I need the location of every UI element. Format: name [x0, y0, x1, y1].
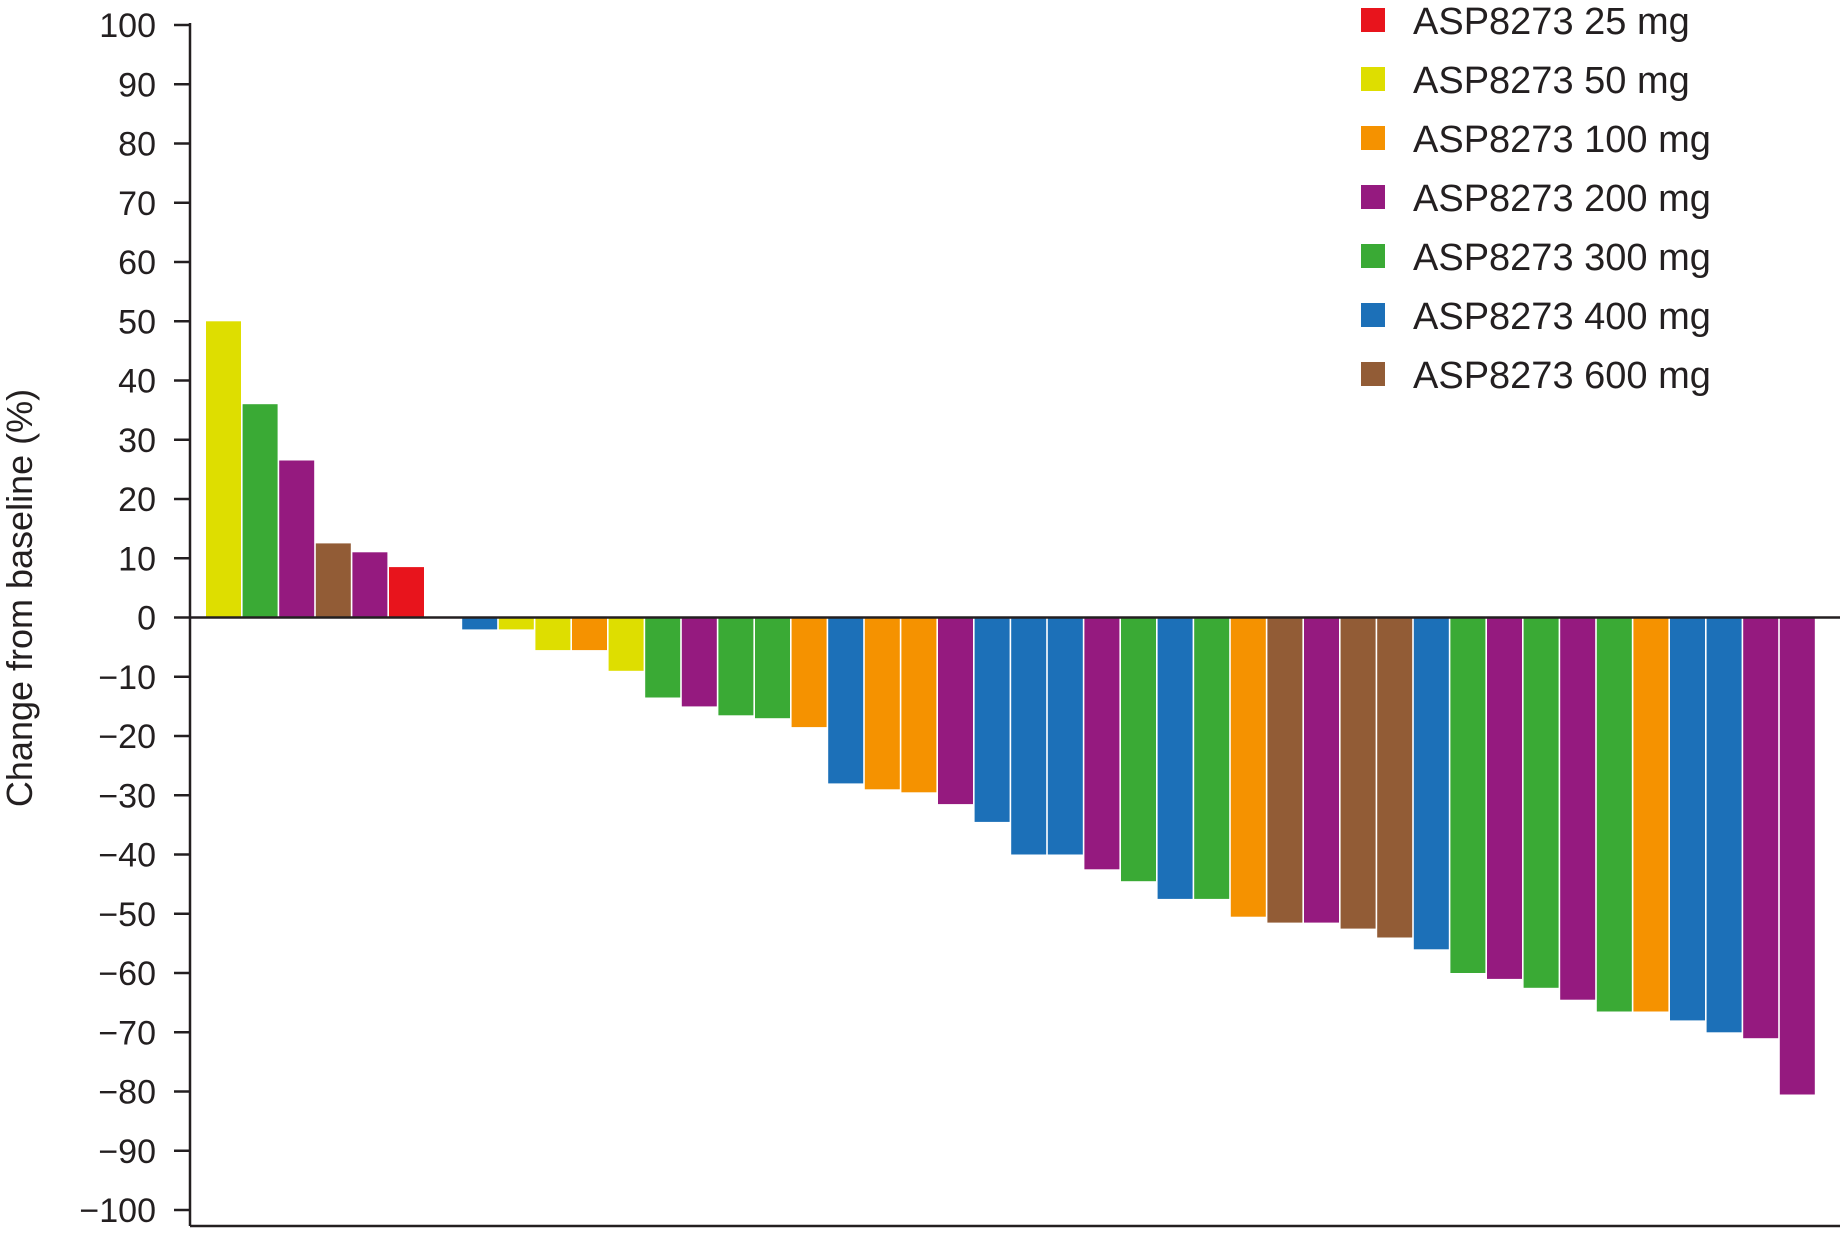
legend-swatch	[1361, 185, 1385, 209]
legend-item: ASP8273 25 mg	[1361, 1, 1690, 43]
legend-swatch	[1361, 8, 1385, 32]
bar	[1633, 617, 1669, 1012]
legend-item: ASP8273 50 mg	[1361, 60, 1690, 102]
bar	[1121, 617, 1156, 882]
bar	[864, 617, 900, 790]
bar	[1596, 617, 1632, 1012]
bar	[315, 543, 351, 618]
bar	[462, 617, 498, 630]
bar	[1377, 617, 1413, 938]
bar	[1011, 617, 1047, 855]
y-tick-label: 80	[118, 126, 156, 164]
bar	[608, 617, 644, 671]
bar	[681, 617, 717, 707]
y-tick-label: −50	[98, 896, 156, 934]
bar	[645, 617, 681, 698]
legend-item: ASP8273 100 mg	[1361, 119, 1711, 161]
legend-label: ASP8273 300 mg	[1413, 237, 1711, 279]
legend-swatch	[1361, 244, 1385, 268]
bar	[755, 617, 790, 719]
y-tick-label: −10	[98, 659, 156, 697]
y-tick-label: −40	[98, 837, 156, 875]
bar	[352, 552, 388, 618]
y-axis-title: Change from baseline (%)	[0, 389, 40, 807]
legend-label: ASP8273 600 mg	[1413, 355, 1711, 397]
bar	[718, 617, 754, 716]
legend-label: ASP8273 50 mg	[1413, 60, 1690, 102]
y-tick-label: −100	[79, 1192, 156, 1230]
bar	[1413, 617, 1449, 950]
legend: ASP8273 25 mg ASP8273 50 mg ASP8273 100 mg…	[1361, 1, 1711, 397]
bar	[1194, 617, 1230, 899]
bar	[938, 617, 973, 805]
legend-item: ASP8273 200 mg	[1361, 178, 1711, 220]
legend-swatch	[1361, 362, 1385, 386]
bar	[828, 617, 864, 784]
bar	[389, 567, 424, 618]
legend-item: ASP8273 600 mg	[1361, 355, 1711, 397]
axes-layer: 1009080706050403020100−10−20−30−40−50−60…	[79, 7, 1840, 1230]
y-tick-label: 20	[118, 481, 156, 519]
y-tick-label: 40	[118, 363, 156, 401]
y-tick-label: 70	[118, 185, 156, 223]
bar	[1560, 617, 1596, 1000]
bar	[791, 617, 827, 728]
legend-item: ASP8273 400 mg	[1361, 296, 1711, 338]
y-tick-label: 30	[118, 422, 156, 460]
legend-label: ASP8273 100 mg	[1413, 119, 1711, 161]
bar	[1230, 617, 1266, 917]
legend-swatch	[1361, 67, 1385, 91]
bar	[1670, 617, 1705, 1021]
legend-swatch	[1361, 303, 1385, 327]
y-tick-label: −60	[98, 955, 156, 993]
bar	[242, 404, 278, 618]
bar	[1779, 617, 1815, 1095]
y-tick-label: 50	[118, 303, 156, 341]
bar	[498, 617, 534, 630]
y-tick-label: −90	[98, 1133, 156, 1171]
y-tick-label: 0	[137, 600, 156, 638]
bar	[974, 617, 1010, 822]
y-tick-label: 100	[99, 7, 156, 45]
bar	[1304, 617, 1339, 923]
legend-swatch	[1361, 126, 1385, 150]
bars-layer	[206, 321, 1815, 1095]
legend-item: ASP8273 300 mg	[1361, 237, 1711, 279]
bar	[1450, 617, 1486, 973]
bar	[535, 617, 571, 651]
bar	[1743, 617, 1779, 1039]
y-tick-label: 90	[118, 66, 156, 104]
legend-label: ASP8273 25 mg	[1413, 1, 1690, 43]
y-tick-label: −70	[98, 1014, 156, 1052]
bar	[1487, 617, 1522, 979]
bar	[1157, 617, 1193, 899]
bar	[1267, 617, 1303, 923]
bar	[1340, 617, 1376, 929]
y-tick-label: −20	[98, 718, 156, 756]
y-tick-label: 60	[118, 244, 156, 282]
bar	[1706, 617, 1742, 1033]
bar	[572, 617, 607, 651]
bar	[206, 321, 241, 618]
y-tick-label: −30	[98, 777, 156, 815]
legend-label: ASP8273 200 mg	[1413, 178, 1711, 220]
bar	[901, 617, 937, 793]
y-tick-label: −80	[98, 1074, 156, 1112]
bar	[1047, 617, 1083, 855]
y-tick-label: 10	[118, 540, 156, 578]
bar	[1523, 617, 1559, 988]
bar	[279, 460, 315, 618]
bar	[1084, 617, 1120, 870]
legend-label: ASP8273 400 mg	[1413, 296, 1711, 338]
